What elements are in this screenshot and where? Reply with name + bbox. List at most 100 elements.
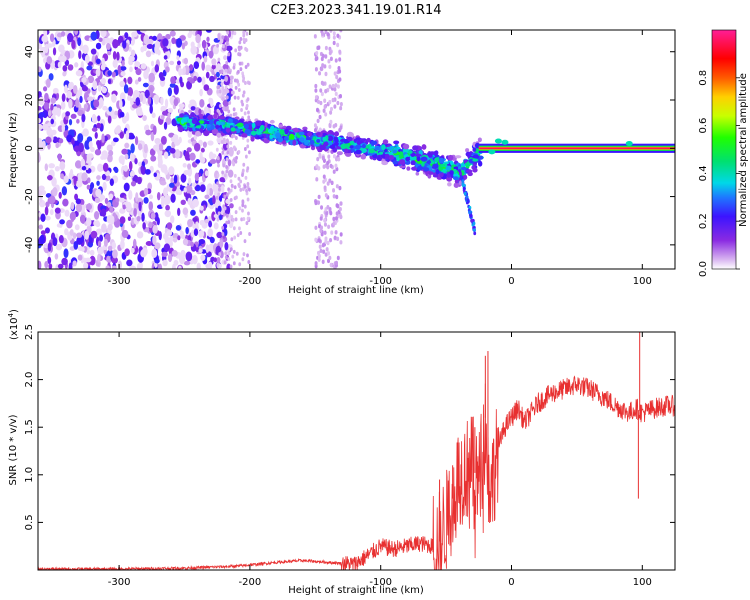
spectrogram-noise-cell <box>163 243 171 252</box>
spectrogram-noise-cell <box>321 31 325 37</box>
spectrogram-noise-cell <box>107 115 112 124</box>
spectrogram-noise-cell <box>206 36 210 42</box>
doppler-trace-cell <box>382 139 389 145</box>
spectrogram-noise-cell <box>163 151 169 159</box>
spectrogram-noise-cell <box>239 37 243 42</box>
spectrogram-noise-cell <box>183 187 187 193</box>
spectrogram-noise-cell <box>146 43 154 50</box>
spectrogram-noise-cell <box>123 84 129 94</box>
snr-series-line <box>38 375 675 570</box>
spectrogram-noise-cell <box>119 80 126 88</box>
spectrogram-noise-cell <box>45 136 52 144</box>
spectrogram-noise-cell <box>162 69 167 77</box>
spectrogram-noise-cell <box>160 105 167 113</box>
spectrogram-noise-cell <box>223 55 228 61</box>
spectrogram-noise-cell <box>146 38 154 45</box>
spectrogram-noise-cell <box>218 89 222 94</box>
spectrogram-noise-cell <box>40 230 46 235</box>
spectrogram-noise-cell <box>207 261 213 269</box>
spectrogram-y-tick-label: -40 <box>24 237 35 253</box>
spectrogram-noise-cell <box>232 107 236 112</box>
spectrogram-noise-cell <box>121 148 128 155</box>
spectrogram-noise-cell <box>332 216 336 222</box>
snr-x-label: Height of straight line (km) <box>288 585 424 596</box>
carrier-blip <box>501 139 509 145</box>
spectrogram-noise-cell <box>130 180 137 187</box>
spectrogram-noise-cell <box>229 179 233 184</box>
spectrogram-noise-cell <box>195 159 201 164</box>
spectrogram-noise-cell <box>101 86 108 94</box>
spectrogram-noise-cell <box>130 143 135 154</box>
doppler-trace-cell <box>452 176 459 181</box>
doppler-trace-cell <box>398 159 406 165</box>
spectrogram-noise-cell <box>199 156 206 164</box>
doppler-tail-cell <box>461 182 465 186</box>
spectrogram-noise-cell <box>118 197 125 203</box>
spectrogram-noise-cell <box>227 190 231 195</box>
spectrogram-noise-cell <box>40 213 46 223</box>
spectrogram-noise-cell <box>316 118 320 124</box>
spectrogram-noise-cell <box>236 95 240 100</box>
spectrogram-noise-cell <box>54 165 60 172</box>
spectrogram-noise-cell <box>195 34 201 44</box>
spectrogram-noise-cell <box>47 109 52 117</box>
spectrogram-noise-cell <box>248 232 251 237</box>
spectrogram-noise-cell <box>193 228 199 237</box>
spectrogram-noise-cell <box>124 248 130 257</box>
spectrogram-noise-cell <box>130 170 135 177</box>
spectrogram-noise-cell <box>94 197 101 204</box>
spectrogram-noise-cell <box>171 263 176 269</box>
spectrogram-noise-cell <box>317 200 321 205</box>
doppler-trace-cell <box>288 133 295 140</box>
spectrogram-noise-cell <box>97 140 102 150</box>
spectrogram-noise-cell <box>60 55 67 63</box>
spectrogram-noise-cell <box>313 34 317 39</box>
spectrogram-noise-cell <box>242 252 246 257</box>
spectrogram-noise-cell <box>70 113 77 119</box>
doppler-trace-cell <box>427 153 432 157</box>
doppler-trace-cell <box>198 120 205 124</box>
spectrogram-noise-cell <box>233 31 237 36</box>
spectrogram-noise-cell <box>123 164 129 172</box>
doppler-trace-cell <box>407 150 413 154</box>
spectrogram-x-axis: -300 -200 -100 0 100 <box>108 30 652 287</box>
spectrogram-noise-cell <box>91 127 98 132</box>
spectrogram-noise-cell <box>242 162 246 167</box>
spectrogram-noise-cell <box>59 161 66 171</box>
doppler-trace-cell <box>368 148 375 154</box>
spectrogram-noise-cell <box>127 216 132 221</box>
spectrogram-noise-cell <box>216 156 220 161</box>
spectrogram-noise-cell <box>167 107 173 113</box>
doppler-trace-cell <box>315 132 321 136</box>
spectrogram-noise-cell <box>194 172 200 182</box>
doppler-trace-cell <box>322 136 327 142</box>
doppler-trace-cell <box>405 156 411 162</box>
spectrogram-noise-cell <box>216 181 220 186</box>
spectrogram-noise-cell <box>241 203 245 208</box>
doppler-trace-cell <box>384 153 390 159</box>
spectrogram-noise-cell <box>210 153 217 159</box>
spectrogram-noise-cell <box>94 149 102 156</box>
spectrogram-noise-cell <box>329 237 333 243</box>
spectrogram-noise-cell <box>209 75 215 83</box>
spectrogram-noise-cell <box>164 200 169 206</box>
spectrogram-noise-cell <box>238 226 241 231</box>
spectrogram-noise-cell <box>170 76 176 85</box>
spectrogram-noise-cell <box>240 217 244 222</box>
spectrogram-noise-cell <box>74 160 82 169</box>
spectrogram-noise-cell <box>145 129 152 136</box>
spectrogram-noise-cell <box>134 158 138 165</box>
spectrogram-noise-cell <box>227 159 232 167</box>
spectrogram-noise-cell <box>205 30 212 33</box>
spectrogram-noise-cell <box>128 161 133 171</box>
doppler-trace-cell <box>282 140 287 145</box>
spectrogram-noise-cell <box>142 115 147 122</box>
spectrogram-noise-cell <box>189 64 194 71</box>
spectrogram-noise-cell <box>71 137 75 146</box>
doppler-trace-cell <box>298 137 305 142</box>
spectrogram-noise-cell <box>232 249 236 254</box>
spectrogram-noise-cell <box>236 69 240 74</box>
doppler-trace-cell <box>355 149 362 155</box>
spectrogram-noise-cell <box>246 253 249 258</box>
snr-x-tick-label: -200 <box>239 577 262 588</box>
